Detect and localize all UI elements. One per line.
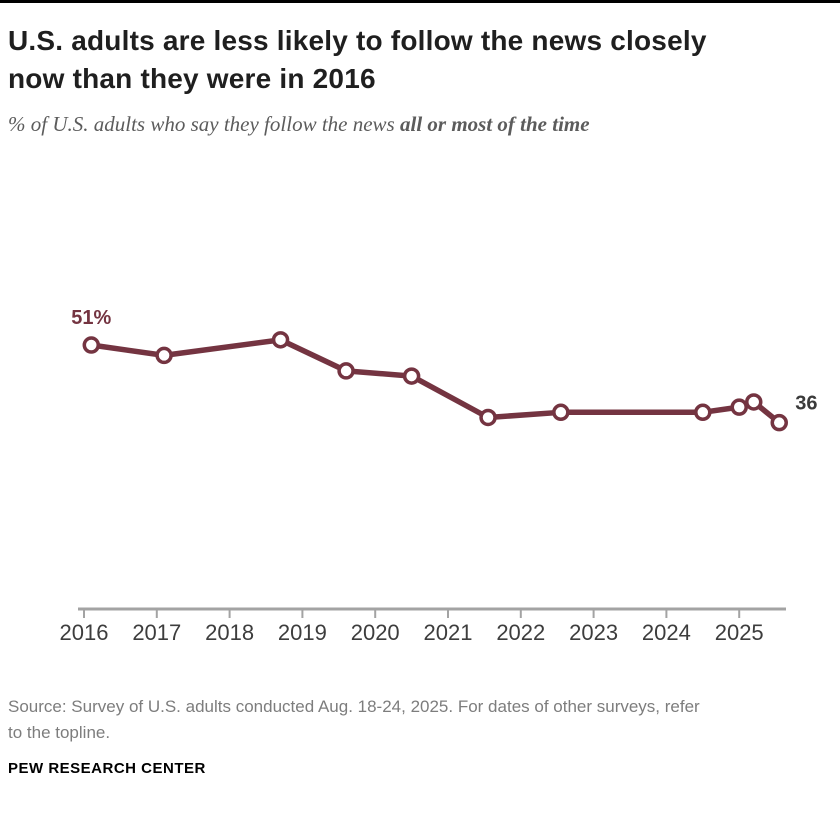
x-axis-tick-label: 2020 <box>351 620 400 645</box>
top-border-rule <box>0 0 840 3</box>
first-point-value-label: 51% <box>71 307 111 329</box>
data-point-marker <box>552 403 570 422</box>
source-line-1: Source: Survey of U.S. adults conducted … <box>8 697 700 716</box>
chart-subtitle: % of U.S. adults who say they follow the… <box>8 112 590 137</box>
x-axis-tick-label: 2023 <box>569 620 618 645</box>
subtitle-emphasis: all or most of the time <box>399 112 590 136</box>
trend-line-chart: 2016 2017 2018 2019 2020 2021 2022 2023 2024 2025… <box>60 307 818 645</box>
data-point-marker <box>479 408 497 427</box>
data-point-marker <box>770 413 788 432</box>
pew-research-center-wordmark: PEW RESEARCH CENTER <box>8 760 206 777</box>
last-point-value-label: 36 <box>795 393 817 415</box>
data-point-marker <box>82 336 101 354</box>
subtitle-text: % of U.S. adults who say they follow the… <box>8 112 400 136</box>
x-axis-tick-label: 2019 <box>278 620 327 645</box>
data-point-marker <box>694 403 712 422</box>
data-point-marker <box>745 393 763 411</box>
source-line-2: to the topline. <box>8 723 111 743</box>
title-line-1: U.S. adults are less likely to follow th… <box>8 25 707 56</box>
x-axis-tick-label: 2016 <box>60 620 109 645</box>
title-line-2: now than they were in 2016 <box>8 63 376 95</box>
x-axis-tick-label: 2024 <box>642 620 691 645</box>
x-axis-tick-label: 2025 <box>715 620 764 645</box>
x-axis-tick-label: 2021 <box>424 620 473 645</box>
source-note: Source: Survey of U.S. adults conducted … <box>8 694 700 747</box>
x-axis-tick-label: 2018 <box>205 620 254 645</box>
chart-title: U.S. adults are less likely to follow th… <box>8 22 707 98</box>
data-point-marker <box>730 398 748 416</box>
data-point-marker <box>271 331 290 349</box>
x-axis-tick-label: 2022 <box>496 620 545 645</box>
trend-line <box>88 337 782 426</box>
data-point-marker <box>155 346 173 365</box>
data-point-marker <box>402 367 421 385</box>
x-axis-tick-label: 2017 <box>132 620 181 645</box>
data-point-marker <box>337 362 355 380</box>
